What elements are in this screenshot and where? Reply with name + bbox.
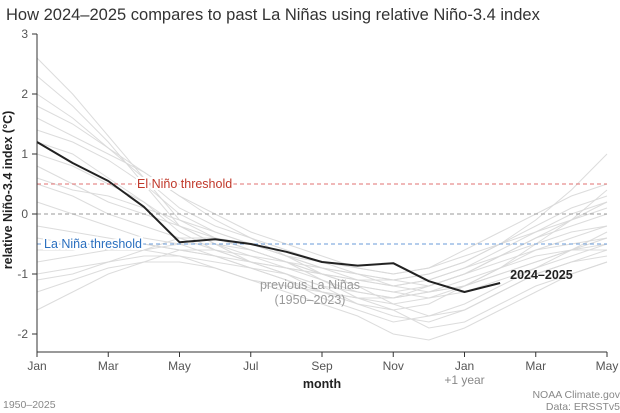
y-tick-label: 1 xyxy=(21,147,28,161)
axes-group: 3 2 1 0 -1 -2 Jan Mar May Jul Sep Nov Jan Mar May +1 ye… xyxy=(17,27,618,387)
footer-credit: NOAA Climate.gov xyxy=(532,389,620,401)
background-series-label-line-2: (1950–2023) xyxy=(275,293,346,307)
background-series-line-13 xyxy=(36,213,608,299)
y-tick-label: -2 xyxy=(17,327,28,341)
background-series-line-20 xyxy=(36,153,608,281)
series-line-2024-2025 xyxy=(36,141,501,293)
x-tick-label: Mar xyxy=(98,359,119,373)
x-tick-label: Sep xyxy=(311,359,333,373)
background-series-line-19 xyxy=(36,105,608,275)
background-series-line-18 xyxy=(36,249,608,341)
series-label-2024-2025: 2024–2025 xyxy=(510,268,573,282)
footer-source: Data: ERSSTv5 xyxy=(546,401,620,413)
y-tick-label: 0 xyxy=(21,207,28,221)
x-tick-label: Jan xyxy=(27,359,46,373)
main-series-group xyxy=(36,141,501,293)
x-tick-label: May xyxy=(168,359,191,373)
background-series-label-line-1: previous La Niñas xyxy=(260,278,360,292)
background-series-line-1 xyxy=(36,57,608,287)
annotations-group: El Niño threshold La Niña threshold 2024–2… xyxy=(42,175,573,307)
el-nino-threshold-label: El Niño threshold xyxy=(137,177,232,191)
background-series-line-5 xyxy=(36,129,608,275)
y-tick-label: 3 xyxy=(21,27,28,41)
la-nina-threshold-label: La Niña threshold xyxy=(44,237,142,251)
background-series-line-15 xyxy=(36,141,608,281)
x-tick-label: May xyxy=(596,359,619,373)
y-tick-label: 2 xyxy=(21,87,28,101)
threshold-lines-group xyxy=(37,183,607,245)
x-tick-label: Jan xyxy=(455,359,474,373)
x-axis-label: month xyxy=(303,377,341,391)
x-tick-label: Mar xyxy=(525,359,546,373)
footer-years: 1950–2025 xyxy=(3,399,56,411)
x-tick-sublabel: +1 year xyxy=(444,373,484,387)
y-axis-label: relative Niño-3.4 index (°C) xyxy=(1,111,15,270)
x-tick-label: Jul xyxy=(243,359,258,373)
background-series-line-12 xyxy=(36,237,608,299)
y-tick-label: -1 xyxy=(17,267,28,281)
chart-title: How 2024–2025 compares to past La Niñas … xyxy=(6,6,541,24)
x-tick-label: Nov xyxy=(383,359,404,373)
